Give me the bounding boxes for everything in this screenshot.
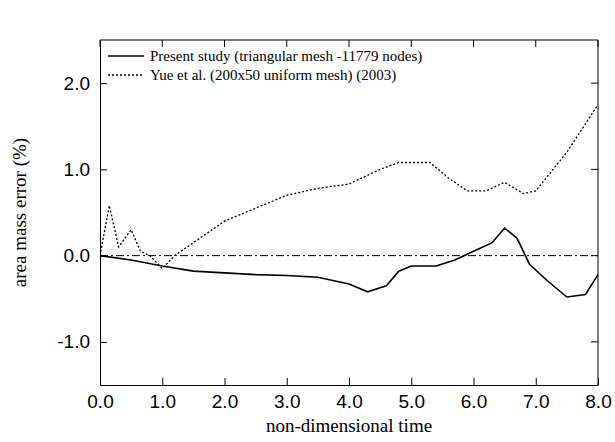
x-tick-label: 6.0 [461, 391, 487, 412]
y-tick-label: 0.0 [64, 245, 90, 266]
series-line [100, 228, 598, 297]
chart: 0.0 1.0 2.0 3.0 4.0 5.0 6.0 7.0 8.0 -1.0 0.0 1.0 2.0… [0, 0, 615, 442]
frame [100, 40, 598, 385]
x-tick: 3.0 [274, 378, 300, 412]
x-tick-mark [349, 378, 350, 385]
y-tick-mark [100, 83, 107, 84]
x-tick-mark [474, 378, 475, 385]
x-tick: 6.0 [461, 378, 487, 412]
x-tick-mark [162, 378, 163, 385]
x-tick-label: 3.0 [274, 391, 300, 412]
x-tick-label: 4.0 [336, 391, 362, 412]
x-tick: 7.0 [523, 378, 549, 412]
legend-swatch [108, 55, 144, 57]
x-tick-label: 7.0 [523, 391, 549, 412]
y-axis-title: area mass error (%) [9, 138, 31, 287]
x-tick: 2.0 [212, 378, 238, 412]
x-tick-mark [536, 378, 537, 385]
x-tick-mark-top [349, 40, 350, 47]
y-tick-label: 2.0 [64, 73, 90, 94]
y-axis: -1.0 0.0 1.0 2.0 [57, 41, 107, 386]
x-tick: 1.0 [150, 378, 176, 412]
x-axis: 0.0 1.0 2.0 3.0 4.0 5.0 6.0 7.0 8.0 [87, 378, 611, 412]
y-tick-mark-right [591, 169, 598, 170]
x-tick-mark-top [224, 40, 225, 47]
y-axis-line [100, 41, 101, 386]
x-tick-mark-top [473, 40, 474, 47]
plot-area [100, 105, 598, 297]
y-tick: -1.0 [57, 331, 107, 352]
y-tick-label: -1.0 [57, 331, 90, 352]
y-tick: 2.0 [64, 73, 107, 94]
y-tick-label: 1.0 [64, 159, 90, 180]
x-tick-label: 1.0 [150, 391, 176, 412]
x-tick-mark [411, 378, 412, 385]
y-tick-mark [100, 169, 107, 170]
legend-swatch [108, 74, 144, 75]
y-tick-mark-right [591, 83, 598, 84]
x-tick-mark-top [598, 40, 599, 47]
x-tick-mark [287, 378, 288, 385]
y-tick: 1.0 [64, 159, 107, 180]
series-line [100, 105, 598, 269]
x-tick-label: 8.0 [585, 391, 611, 412]
y-tick-mark-right [591, 341, 598, 342]
frame-right [598, 40, 599, 385]
x-tick-mark-top [286, 40, 287, 47]
legend-label: Present study (triangular mesh -11779 no… [150, 48, 422, 65]
x-tick-label: 5.0 [399, 391, 425, 412]
y-tick-mark [100, 342, 107, 343]
legend: Present study (triangular mesh -11779 no… [108, 48, 422, 84]
x-axis-line [101, 385, 599, 386]
x-tick-mark-top [411, 40, 412, 47]
x-tick-label: 0.0 [87, 391, 113, 412]
x-axis-title: non-dimensional time [266, 415, 432, 436]
x-tick-mark-top [535, 40, 536, 47]
plot: 0.0 1.0 2.0 3.0 4.0 5.0 6.0 7.0 8.0 -1.0 0.0 1.0 2.0… [57, 40, 611, 412]
x-tick-mark-top [100, 40, 101, 47]
x-tick: 4.0 [336, 378, 362, 412]
x-tick-mark [225, 378, 226, 385]
legend-label: Yue et al. (200x50 uniform mesh) (2003) [150, 67, 396, 84]
x-tick: 5.0 [399, 378, 425, 412]
x-tick-mark-top [162, 40, 163, 47]
x-tick-label: 2.0 [212, 391, 238, 412]
